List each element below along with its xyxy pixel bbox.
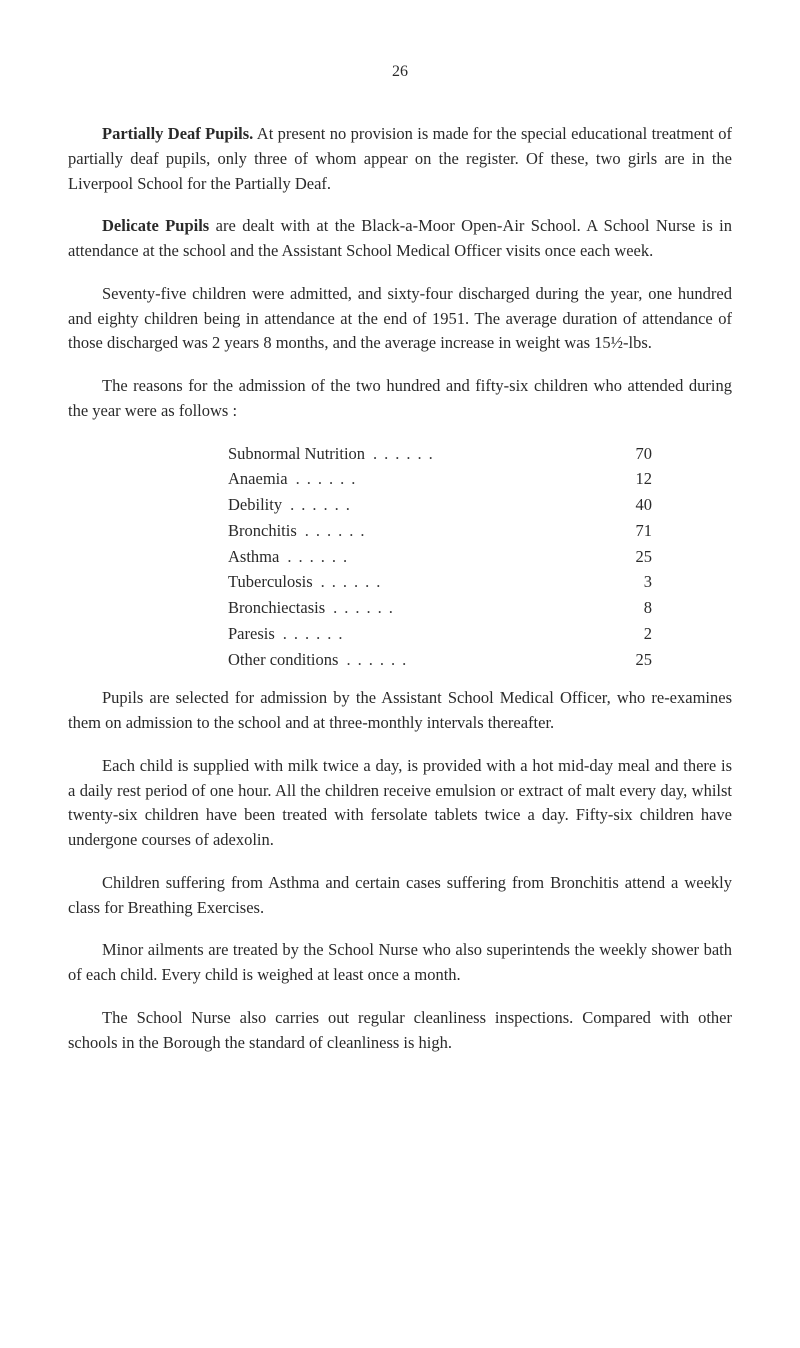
table-label: Subnormal Nutrition bbox=[228, 442, 365, 467]
table-value: 40 bbox=[636, 493, 733, 518]
conditions-table: Subnormal Nutrition ...... 70 Anaemia ..… bbox=[68, 442, 732, 673]
paragraph-school-nurse: The School Nurse also carries out regula… bbox=[68, 1006, 732, 1056]
paragraph-pupils-selected: Pupils are selected for admission by the… bbox=[68, 686, 732, 736]
table-dots: ...... bbox=[288, 467, 636, 492]
table-value: 8 bbox=[644, 596, 732, 621]
table-row: Tuberculosis ...... 3 bbox=[68, 570, 732, 595]
paragraph-children-suffering: Children suffering from Asthma and certa… bbox=[68, 871, 732, 921]
table-dots: ...... bbox=[275, 622, 644, 647]
table-value: 25 bbox=[636, 545, 733, 570]
paragraph-minor-ailments: Minor ailments are treated by the School… bbox=[68, 938, 732, 988]
heading-delicate-pupils: Delicate Pupils bbox=[102, 216, 209, 235]
paragraph-delicate-pupils: Delicate Pupils are dealt with at the Bl… bbox=[68, 214, 732, 264]
table-value: 3 bbox=[644, 570, 732, 595]
table-value: 25 bbox=[636, 648, 733, 673]
table-dots: ...... bbox=[297, 519, 636, 544]
table-label: Debility bbox=[228, 493, 282, 518]
paragraph-seventy-five: Seventy-five children were admitted, and… bbox=[68, 282, 732, 356]
table-label: Asthma bbox=[228, 545, 279, 570]
table-row: Bronchiectasis ...... 8 bbox=[68, 596, 732, 621]
table-value: 71 bbox=[636, 519, 733, 544]
table-row: Subnormal Nutrition ...... 70 bbox=[68, 442, 732, 467]
table-dots: ...... bbox=[365, 442, 635, 467]
table-label: Tuberculosis bbox=[228, 570, 313, 595]
table-label: Bronchiectasis bbox=[228, 596, 325, 621]
table-label: Anaemia bbox=[228, 467, 288, 492]
table-value: 12 bbox=[636, 467, 733, 492]
table-value: 2 bbox=[644, 622, 732, 647]
table-label: Paresis bbox=[228, 622, 275, 647]
paragraph-each-child: Each child is supplied with milk twice a… bbox=[68, 754, 732, 853]
paragraph-reasons: The reasons for the admission of the two… bbox=[68, 374, 732, 424]
table-dots: ...... bbox=[282, 493, 635, 518]
table-dots: ...... bbox=[279, 545, 635, 570]
table-row: Debility ...... 40 bbox=[68, 493, 732, 518]
table-row: Asthma ...... 25 bbox=[68, 545, 732, 570]
table-label: Other conditions bbox=[228, 648, 338, 673]
table-dots: ...... bbox=[313, 570, 644, 595]
heading-partially-deaf: Partially Deaf Pupils. bbox=[102, 124, 253, 143]
table-row: Paresis ...... 2 bbox=[68, 622, 732, 647]
table-row: Anaemia ...... 12 bbox=[68, 467, 732, 492]
table-label: Bronchitis bbox=[228, 519, 297, 544]
table-dots: ...... bbox=[325, 596, 644, 621]
page-number: 26 bbox=[68, 60, 732, 84]
table-row: Other conditions ...... 25 bbox=[68, 648, 732, 673]
table-dots: ...... bbox=[338, 648, 635, 673]
table-value: 70 bbox=[636, 442, 733, 467]
table-row: Bronchitis ...... 71 bbox=[68, 519, 732, 544]
paragraph-partially-deaf: Partially Deaf Pupils. At present no pro… bbox=[68, 122, 732, 196]
